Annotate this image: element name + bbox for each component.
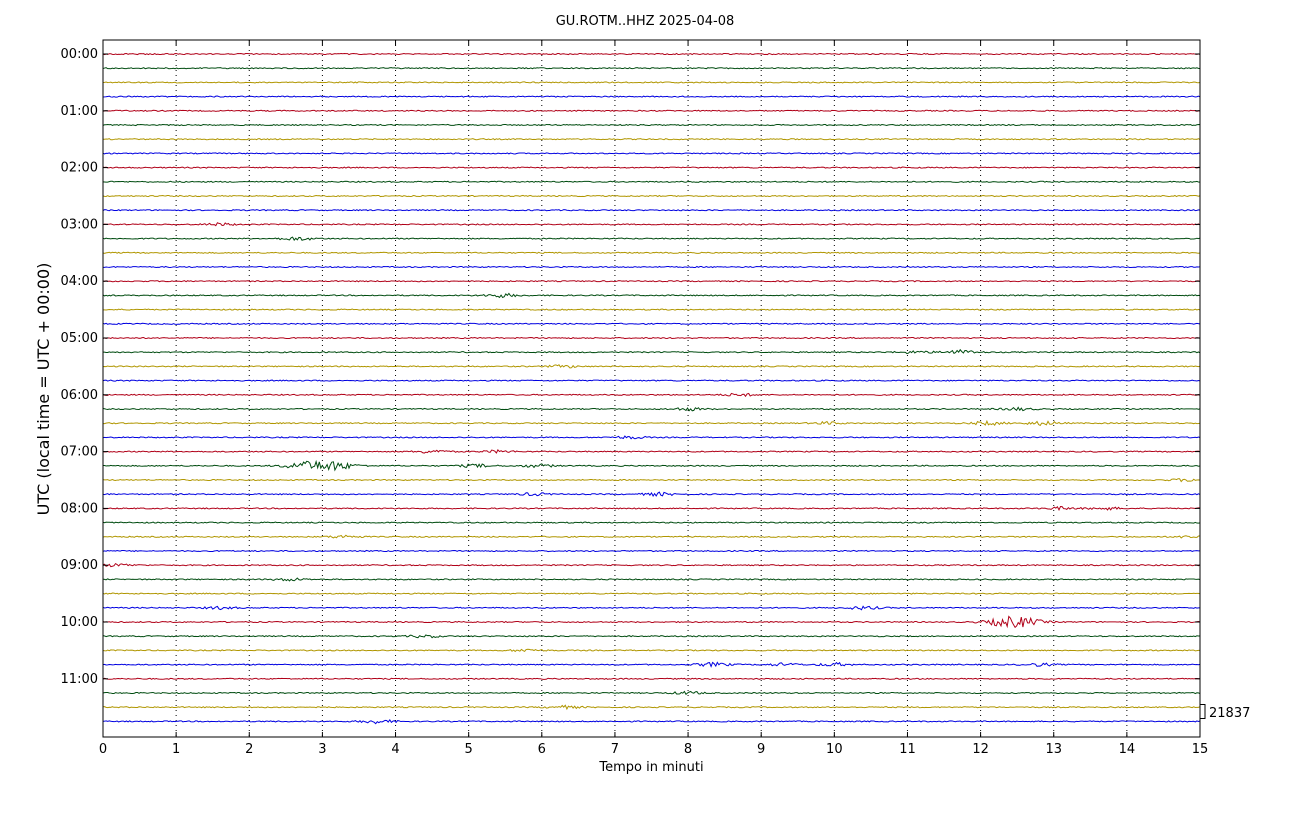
trace-6 — [103, 138, 1201, 141]
trace-20 — [102, 336, 1201, 340]
x-tick-label: 1 — [172, 742, 180, 757]
x-tick-label: 5 — [465, 742, 473, 757]
y-tick-label: 10:00 — [61, 615, 98, 630]
trace-7 — [102, 152, 1201, 155]
y-tick-label: 01:00 — [61, 104, 98, 119]
y-tick-label: 11:00 — [61, 672, 98, 687]
trace-33 — [102, 521, 1201, 524]
x-tick-label: 13 — [1045, 742, 1062, 757]
trace-47 — [102, 719, 1201, 725]
y-tick-label: 06:00 — [61, 388, 98, 403]
axis-ticks: 0 1 2 3 4 5 6 7 8 9 10 11 12 13 14 1500:0001:0002:0003:… — [61, 40, 1209, 757]
x-tick-label: 8 — [684, 742, 692, 757]
trace-27 — [102, 435, 1201, 440]
trace-37 — [102, 577, 1201, 582]
trace-26 — [102, 419, 1201, 427]
x-tick-label: 12 — [972, 742, 989, 757]
trace-23 — [102, 379, 1201, 382]
trace-34 — [102, 534, 1201, 539]
trace-45 — [102, 690, 1201, 696]
trace-30 — [102, 478, 1201, 483]
trace-5 — [102, 123, 1201, 127]
trace-32 — [102, 506, 1201, 511]
trace-28 — [102, 449, 1201, 454]
y-tick-label: 05:00 — [61, 331, 98, 346]
seismic-traces — [102, 52, 1201, 725]
trace-46 — [102, 704, 1201, 711]
x-tick-label: 14 — [1119, 742, 1136, 757]
x-tick-label: 3 — [318, 742, 326, 757]
trace-41 — [102, 634, 1200, 639]
y-tick-label: 08:00 — [61, 501, 98, 516]
y-tick-label: 00:00 — [61, 47, 98, 62]
trace-13 — [102, 236, 1201, 241]
trace-15 — [102, 265, 1201, 269]
x-tick-label: 10 — [826, 742, 843, 757]
trace-2 — [102, 81, 1201, 84]
y-tick-label: 02:00 — [61, 161, 98, 176]
y-tick-label: 04:00 — [61, 274, 98, 289]
x-axis-label: Tempo in minuti — [598, 760, 703, 775]
x-tick-label: 7 — [611, 742, 619, 757]
trace-29 — [102, 459, 1201, 472]
chart-title: GU.ROTM..HHZ 2025-04-08 — [556, 14, 735, 29]
scale-bracket — [1200, 704, 1206, 719]
trace-18 — [102, 308, 1201, 311]
scale-label: 21837 — [1209, 706, 1250, 721]
trace-1 — [102, 67, 1201, 70]
x-tick-label: 9 — [757, 742, 765, 757]
trace-16 — [102, 280, 1201, 283]
trace-43 — [102, 661, 1201, 668]
trace-22 — [102, 364, 1201, 369]
trace-36 — [102, 562, 1201, 568]
trace-38 — [102, 592, 1201, 595]
trace-19 — [102, 322, 1201, 325]
trace-9 — [102, 180, 1201, 183]
trace-4 — [102, 109, 1201, 112]
trace-0 — [102, 52, 1201, 56]
trace-17 — [102, 292, 1201, 299]
scale-indicator: 21837 — [1200, 704, 1250, 721]
y-axis-label: UTC (local time = UTC + 00:00) — [34, 263, 53, 516]
x-tick-label: 11 — [899, 742, 916, 757]
x-tick-label: 4 — [391, 742, 399, 757]
plot-frame — [102, 39, 1201, 738]
trace-24 — [102, 392, 1201, 398]
trace-14 — [102, 251, 1201, 254]
trace-10 — [102, 194, 1201, 198]
x-tick-label: 15 — [1192, 742, 1209, 757]
y-tick-label: 03:00 — [61, 217, 98, 232]
trace-40 — [102, 615, 1201, 629]
trace-35 — [102, 549, 1201, 553]
y-tick-label: 07:00 — [61, 445, 98, 460]
trace-42 — [102, 648, 1201, 653]
trace-8 — [102, 166, 1201, 169]
trace-21 — [102, 348, 1201, 355]
trace-12 — [102, 222, 1201, 227]
grid-lines — [175, 40, 1128, 737]
trace-44 — [102, 677, 1201, 680]
x-tick-label: 6 — [538, 742, 546, 757]
x-tick-label: 2 — [245, 742, 253, 757]
trace-39 — [102, 605, 1201, 611]
trace-11 — [102, 209, 1201, 212]
x-tick-label: 0 — [99, 742, 107, 757]
y-tick-label: 09:00 — [61, 558, 98, 573]
trace-3 — [102, 95, 1201, 98]
trace-31 — [102, 491, 1201, 498]
trace-25 — [102, 406, 1201, 412]
